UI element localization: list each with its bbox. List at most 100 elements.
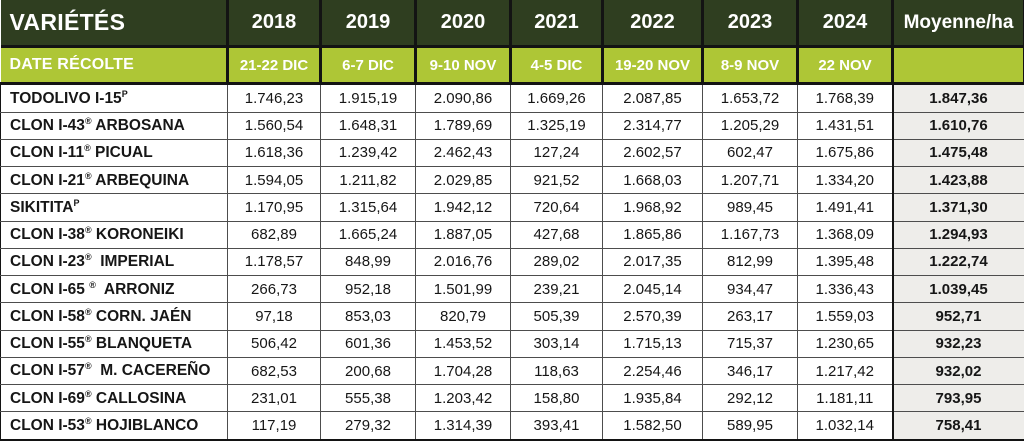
harvest-date-cell: 8-9 NOV [702,46,799,85]
yield-value-cell: 2.087,85 [602,83,703,113]
yield-value-cell: 506,42 [227,329,321,358]
yield-value-cell: 158,80 [510,384,603,413]
yield-value-cell: 1.334,20 [797,166,893,195]
yield-value-cell: 1.181,11 [797,384,893,413]
variety-name-text: IMPERIAL [91,253,175,271]
table-row: CLON I-69® CALLOSINA 231,01 555,38 1.203,42… [0,384,1024,413]
yield-value-cell: 1.239,42 [320,138,416,168]
yield-value-cell: 715,37 [702,329,798,358]
yield-value-cell: 289,02 [510,247,603,277]
variety-name-cell: CLON I-11® PICUAL [0,138,228,168]
moyenne-value-cell: 1.475,48 [891,138,1024,168]
variety-name-text: CLON I-43 [10,117,85,135]
yield-value-cell: 292,12 [702,384,798,413]
yield-value-cell: 1.431,51 [797,111,893,140]
year-header: 2021 [510,0,604,48]
variety-name-text: TODOLIVO I-15 [10,89,122,107]
yield-value-cell: 266,73 [227,275,321,304]
year-header: 2019 [320,0,417,48]
yield-value-cell: 2.602,57 [602,138,703,168]
yield-value-cell: 1.942,12 [415,193,511,222]
variety-name-cell: CLON I-55® BLANQUETA [0,329,228,358]
moyenne-value-cell: 1.610,76 [891,111,1024,140]
yield-value-cell: 1.935,84 [602,384,703,413]
year-header: 2024 [797,0,894,48]
yield-value-cell: 1.207,71 [702,166,798,195]
yield-value-cell: 1.789,69 [415,111,511,140]
yield-value-cell: 1.968,92 [602,193,703,222]
table-row: CLON I-53® HOJIBLANCO 117,19 279,32 1.314,3… [0,411,1024,441]
variety-name-cell: CLON I-43® ARBOSANA [0,111,228,140]
yield-value-cell: 346,17 [702,356,798,386]
variety-name-text: ARBOSANA [91,117,185,135]
yield-value-cell: 2.016,76 [415,247,511,277]
yield-value-cell: 853,03 [320,302,416,331]
yield-value-cell: 97,18 [227,302,321,331]
yield-value-cell: 1.501,99 [415,275,511,304]
yield-value-cell: 1.167,73 [702,220,798,249]
yield-value-cell: 602,47 [702,138,798,168]
variety-name-cell: CLON I-38® KORONEIKI [0,220,228,249]
yield-value-cell: 1.594,05 [227,166,321,195]
yield-value-cell: 1.582,50 [602,411,703,441]
yield-value-cell: 720,64 [510,193,603,222]
yield-value-cell: 820,79 [415,302,511,331]
variety-name-cell: CLON I-21® ARBEQUINA [0,166,228,195]
yield-value-cell: 1.368,09 [797,220,893,249]
variety-name-text: CLON I-23 [10,253,85,271]
yield-value-cell: 1.032,14 [797,411,893,441]
table-row: TODOLIVO I-15P 1.746,23 1.915,19 2.090,86 1.… [0,83,1024,113]
variety-name-text: CORN. JAÉN [91,308,192,326]
variety-name-text: M. CACEREÑO [91,362,211,380]
variety-name-cell: CLON I-58® CORN. JAÉN [0,302,228,331]
yield-value-cell: 2.029,85 [415,166,511,195]
year-header: 2018 [227,0,322,48]
moyenne-value-cell: 932,02 [891,356,1024,386]
yield-value-cell: 1.230,65 [797,329,893,358]
yield-value-cell: 1.715,13 [602,329,703,358]
variety-name-text: CLON I-21 [10,171,85,189]
yield-value-cell: 1.865,86 [602,220,703,249]
year-header: 2023 [702,0,799,48]
yield-value-cell: 1.314,39 [415,411,511,441]
variety-name-cell: SIKITITAP [0,193,228,222]
yield-value-cell: 1.675,86 [797,138,893,168]
yield-value-cell: 2.570,39 [602,302,703,331]
variety-name-text: CLON I-69 [10,389,85,407]
variety-name-text: KORONEIKI [91,226,184,244]
variety-name-cell: TODOLIVO I-15P [0,83,228,113]
table-row: CLON I-43® ARBOSANA 1.560,54 1.648,31 1.789… [0,111,1024,140]
yield-value-cell: 263,17 [702,302,798,331]
variety-name-text: CLON I-55 [10,335,85,353]
varieties-header: VARIÉTÉS [0,0,229,48]
yield-value-cell: 1.669,26 [510,83,603,113]
variety-name-superscript: ® [84,116,92,127]
yield-value-cell: 589,95 [702,411,798,441]
variety-name-text: CLON I-58 [10,308,85,326]
variety-name-superscript: P [121,88,128,99]
year-header: 2020 [415,0,512,48]
variety-name-superscript: ® [84,361,92,372]
table-row: CLON I-11® PICUAL 1.618,36 1.239,42 2.462,4… [0,138,1024,168]
yield-value-cell: 118,63 [510,356,603,386]
variety-name-text: CLON I-38 [10,226,85,244]
table-row: CLON I-65 ® ARRONIZ 266,73 952,18 1.501,99 2… [0,275,1024,304]
moyenne-value-cell: 1.222,74 [891,247,1024,277]
moyenne-value-cell: 1.039,45 [891,275,1024,304]
yield-value-cell: 239,21 [510,275,603,304]
yield-value-cell: 427,68 [510,220,603,249]
yield-value-cell: 231,01 [227,384,321,413]
variety-name-text: HOJIBLANCO [91,417,199,435]
harvest-date-cell: 4-5 DIC [510,46,604,85]
variety-name-superscript: ® [84,252,92,263]
yield-value-cell: 1.325,19 [510,111,603,140]
variety-name-text: CALLOSINA [91,389,187,407]
variety-name-superscript: ® [89,279,96,290]
yield-value-cell: 1.746,23 [227,83,321,113]
harvest-date-cell: 6-7 DIC [320,46,417,85]
yield-value-cell: 279,32 [320,411,416,441]
table-row: CLON I-21® ARBEQUINA 1.594,05 1.211,82 2.02… [0,166,1024,195]
variety-name-text: BLANQUETA [91,335,193,353]
yield-value-cell: 682,89 [227,220,321,249]
